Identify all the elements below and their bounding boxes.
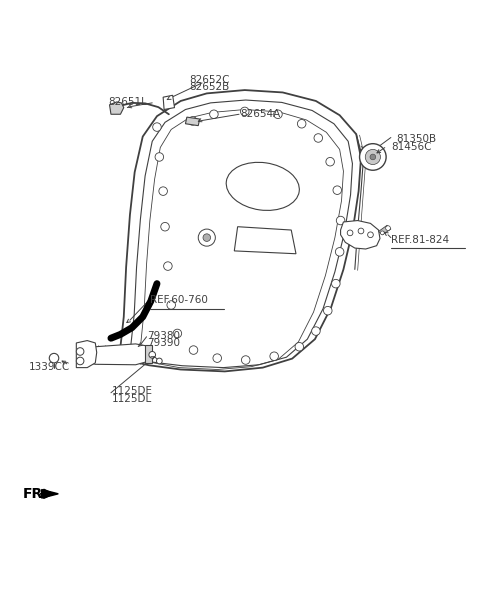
Circle shape: [189, 346, 198, 355]
Polygon shape: [109, 102, 124, 114]
Text: FR.: FR.: [23, 487, 48, 501]
Circle shape: [198, 229, 216, 246]
Text: 82651L: 82651L: [108, 97, 147, 107]
Circle shape: [161, 222, 169, 231]
Circle shape: [326, 157, 335, 166]
Circle shape: [241, 356, 250, 364]
Circle shape: [274, 110, 282, 119]
Text: 79390: 79390: [147, 338, 180, 348]
Text: 79380: 79380: [147, 331, 180, 341]
Circle shape: [240, 107, 249, 116]
Polygon shape: [145, 345, 152, 363]
Circle shape: [324, 306, 332, 315]
Circle shape: [167, 301, 176, 309]
Polygon shape: [185, 117, 200, 126]
Text: REF.81-824: REF.81-824: [391, 235, 449, 245]
Polygon shape: [42, 489, 58, 498]
Circle shape: [360, 144, 386, 170]
Text: 82652C: 82652C: [189, 74, 229, 85]
Text: REF.60-760: REF.60-760: [150, 296, 208, 305]
Circle shape: [76, 348, 84, 355]
Text: 81456C: 81456C: [391, 142, 432, 152]
Circle shape: [298, 119, 306, 128]
Circle shape: [156, 358, 162, 364]
Polygon shape: [163, 95, 175, 109]
Text: 82654A: 82654A: [240, 109, 280, 119]
Circle shape: [213, 354, 221, 362]
Circle shape: [153, 123, 161, 131]
Polygon shape: [76, 340, 96, 368]
Circle shape: [188, 116, 197, 125]
Polygon shape: [341, 220, 380, 249]
Circle shape: [381, 231, 384, 235]
Circle shape: [365, 150, 381, 164]
Circle shape: [370, 154, 376, 160]
Circle shape: [368, 232, 373, 238]
Polygon shape: [379, 225, 391, 235]
Circle shape: [358, 228, 364, 234]
Circle shape: [155, 152, 164, 161]
Circle shape: [210, 110, 218, 119]
Text: 81350B: 81350B: [396, 134, 437, 144]
Text: 82652B: 82652B: [189, 82, 229, 92]
Circle shape: [336, 248, 344, 256]
Circle shape: [270, 352, 278, 361]
Circle shape: [312, 327, 320, 335]
Text: 1339CC: 1339CC: [29, 362, 70, 372]
Circle shape: [347, 230, 353, 236]
Text: 1125DE: 1125DE: [112, 387, 153, 397]
Circle shape: [295, 342, 303, 351]
Circle shape: [149, 352, 156, 358]
Circle shape: [332, 280, 340, 288]
Circle shape: [164, 262, 172, 270]
Circle shape: [314, 134, 323, 142]
Circle shape: [203, 234, 211, 241]
Circle shape: [336, 216, 345, 225]
Circle shape: [385, 226, 390, 230]
Circle shape: [76, 357, 84, 365]
Polygon shape: [83, 344, 149, 365]
Circle shape: [173, 329, 181, 337]
Text: 1125DL: 1125DL: [112, 394, 152, 404]
Circle shape: [49, 353, 59, 363]
Circle shape: [333, 186, 342, 194]
Circle shape: [159, 187, 168, 196]
